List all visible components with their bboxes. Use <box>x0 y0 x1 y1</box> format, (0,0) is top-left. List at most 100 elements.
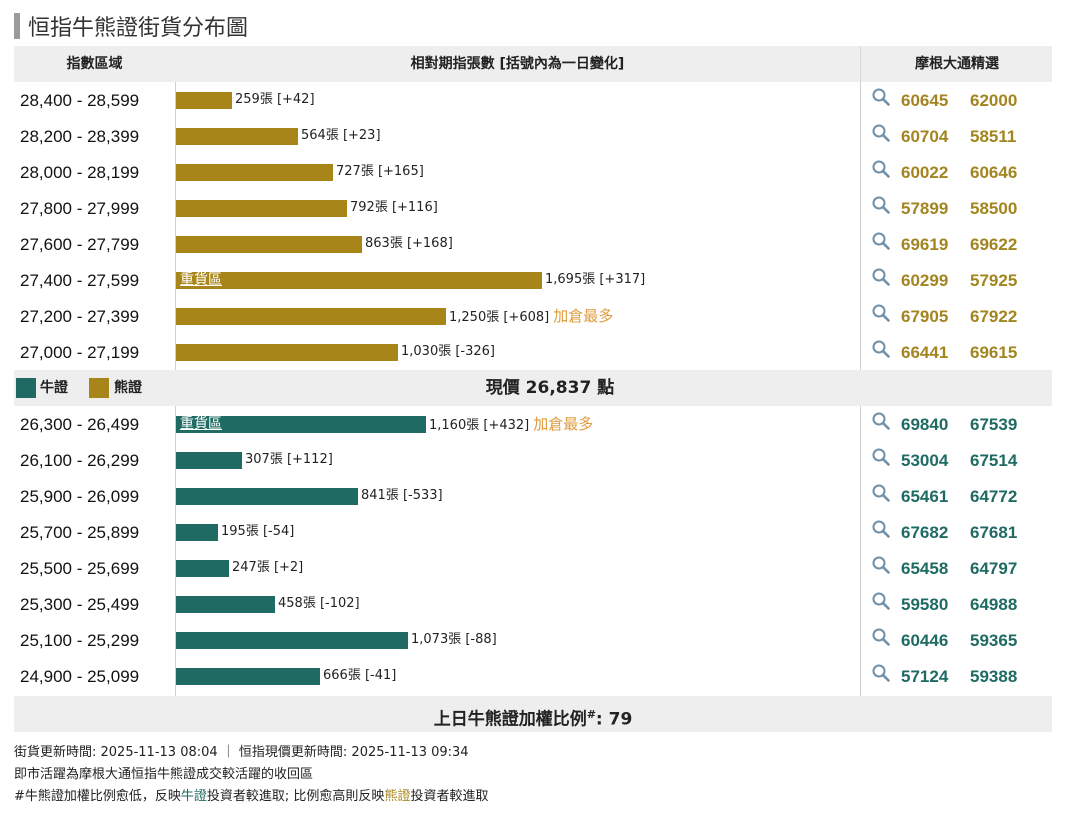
warrant-code-link[interactable]: 64797 <box>970 559 1018 578</box>
index-range: 28,400 - 28,599 <box>20 91 140 110</box>
warrant-code-link[interactable]: 64988 <box>970 595 1018 614</box>
warrant-code-link[interactable]: 64772 <box>970 487 1018 506</box>
bull-row: 25,500 - 25,699 247張 [+2] 65458 64797 <box>14 550 1052 586</box>
search-icon[interactable] <box>871 195 891 215</box>
bull-contracts-bar <box>176 560 229 577</box>
most-added-tag: 加倉最多 <box>553 307 614 325</box>
footnotes: 街貨更新時間: 2025-11-13 08:04 ｜ 恒指現價更新時間: 202… <box>14 742 488 808</box>
warrant-code-link[interactable]: 59365 <box>970 631 1018 650</box>
warrant-code-link[interactable]: 66441 <box>901 343 949 362</box>
warrant-code-link[interactable]: 60645 <box>901 91 949 110</box>
search-icon[interactable] <box>871 555 891 575</box>
warrant-code-link[interactable]: 67514 <box>970 451 1018 470</box>
warrant-code-link[interactable]: 67905 <box>901 307 949 326</box>
warrant-code-link[interactable]: 67539 <box>970 415 1018 434</box>
warrant-code-link[interactable]: 65461 <box>901 487 949 506</box>
warrant-code-link[interactable]: 69615 <box>970 343 1018 362</box>
warrant-code-link[interactable]: 60299 <box>901 271 949 290</box>
warrant-code-link[interactable]: 67682 <box>901 523 949 542</box>
warrant-code-link[interactable]: 62000 <box>970 91 1018 110</box>
contracts-label: 247張 [+2] <box>232 558 303 578</box>
ratio-mark: # <box>586 708 596 721</box>
warrant-code-link[interactable]: 57124 <box>901 667 949 686</box>
warrant-code-link[interactable]: 60704 <box>901 127 949 146</box>
search-icon[interactable] <box>871 483 891 503</box>
search-icon[interactable] <box>871 411 891 431</box>
search-icon[interactable] <box>871 447 891 467</box>
warrant-code-link[interactable]: 59580 <box>901 595 949 614</box>
note-ratio-text-c: 投資者較進取 <box>410 789 489 804</box>
index-range: 26,300 - 26,499 <box>20 415 140 434</box>
warrant-code-link[interactable]: 60446 <box>901 631 949 650</box>
search-icon[interactable] <box>871 123 891 143</box>
contracts-label: 727張 [+165] <box>336 162 424 182</box>
contracts-value: 727張 [+165] <box>336 164 424 179</box>
bear-row: 28,000 - 28,199 727張 [+165] 60022 60646 <box>14 154 1052 190</box>
bear-contracts-bar <box>176 200 347 217</box>
contracts-value: 564張 [+23] <box>301 128 381 143</box>
contracts-label: 1,073張 [-88] <box>411 630 497 650</box>
index-range: 25,900 - 26,099 <box>20 487 140 506</box>
search-icon[interactable] <box>871 591 891 611</box>
index-range: 27,600 - 27,799 <box>20 235 140 254</box>
warrant-code-link[interactable]: 58511 <box>970 127 1017 146</box>
index-range: 24,900 - 25,099 <box>20 667 140 686</box>
index-range: 26,100 - 26,299 <box>20 451 140 470</box>
bear-row: 28,400 - 28,599 259張 [+42] 60645 62000 <box>14 82 1052 118</box>
divider-left-bear <box>175 82 176 370</box>
search-icon[interactable] <box>871 663 891 683</box>
bear-row: 27,200 - 27,399 1,250張 [+608] 加倉最多 67905 679… <box>14 298 1052 334</box>
header-range: 指數區域 <box>66 56 123 72</box>
search-icon[interactable] <box>871 339 891 359</box>
bull-contracts-bar <box>176 488 358 505</box>
warrant-code-link[interactable]: 67681 <box>970 523 1018 542</box>
search-icon[interactable] <box>871 519 891 539</box>
warrant-code-link[interactable]: 69619 <box>901 235 949 254</box>
warrant-code-link[interactable]: 58500 <box>970 199 1018 218</box>
bull-row: 26,100 - 26,299 307張 [+112] 53004 67514 <box>14 442 1052 478</box>
search-icon[interactable] <box>871 159 891 179</box>
search-icon[interactable] <box>871 627 891 647</box>
bear-contracts-bar <box>176 308 446 325</box>
current-price: 現價 26,837 點 <box>485 378 615 398</box>
index-range: 25,100 - 25,299 <box>20 631 140 650</box>
warrant-code-link[interactable]: 67922 <box>970 307 1018 326</box>
warrant-code-link[interactable]: 57925 <box>970 271 1018 290</box>
header-contracts: 相對期指張數 [括號內為一日變化] <box>410 56 625 72</box>
contracts-value: 1,250張 [+608] <box>449 310 550 325</box>
page-title: 恒指牛熊證街貨分布圖 <box>28 16 249 41</box>
title-marker <box>14 13 20 39</box>
contracts-value: 259張 [+42] <box>235 92 315 107</box>
bear-contracts-bar <box>176 128 298 145</box>
contracts-label: 1,030張 [-326] <box>401 342 495 362</box>
bear-contracts-bar <box>176 236 362 253</box>
contracts-label: 841張 [-533] <box>361 486 443 506</box>
heavy-zone-tag: 重貨區 <box>180 416 222 432</box>
search-icon[interactable] <box>871 87 891 107</box>
weighted-ratio-bar: 上日牛熊證加權比例#: 79 <box>14 696 1052 732</box>
most-added-tag: 加倉最多 <box>533 415 594 433</box>
contracts-label: 307張 [+112] <box>245 450 333 470</box>
warrant-code-link[interactable]: 57899 <box>901 199 949 218</box>
contracts-value: 307張 [+112] <box>245 452 333 467</box>
bull-row: 26,300 - 26,499 重貨區 1,160張 [+432] 加倉最多 69840… <box>14 406 1052 442</box>
warrant-code-link[interactable]: 69622 <box>970 235 1018 254</box>
warrant-code-link[interactable]: 65458 <box>901 559 949 578</box>
note-ratio: #牛熊證加權比例愈低，反映牛證投資者較進取; 比例愈高則反映熊證投資者較進取 <box>14 786 488 808</box>
search-icon[interactable] <box>871 267 891 287</box>
table-header: 指數區域 相對期指張數 [括號內為一日變化] 摩根大通精選 <box>14 46 1052 82</box>
bear-row: 27,000 - 27,199 1,030張 [-326] 66441 69615 <box>14 334 1052 370</box>
search-icon[interactable] <box>871 231 891 251</box>
warrant-code-link[interactable]: 53004 <box>901 451 949 470</box>
warrant-code-link[interactable]: 60646 <box>970 163 1018 182</box>
warrant-code-link[interactable]: 69840 <box>901 415 949 434</box>
warrant-code-link[interactable]: 59388 <box>970 667 1018 686</box>
contracts-value: 792張 [+116] <box>350 200 438 215</box>
contracts-label: 458張 [-102] <box>278 594 360 614</box>
note-ratio-text-a: #牛熊證加權比例愈低，反映 <box>14 789 181 804</box>
search-icon[interactable] <box>871 303 891 323</box>
warrant-code-link[interactable]: 60022 <box>901 163 949 182</box>
note-ratio-bear: 熊證 <box>384 789 411 804</box>
ratio-label: 上日牛熊證加權比例 <box>433 709 587 730</box>
contracts-value: 458張 [-102] <box>278 596 360 611</box>
